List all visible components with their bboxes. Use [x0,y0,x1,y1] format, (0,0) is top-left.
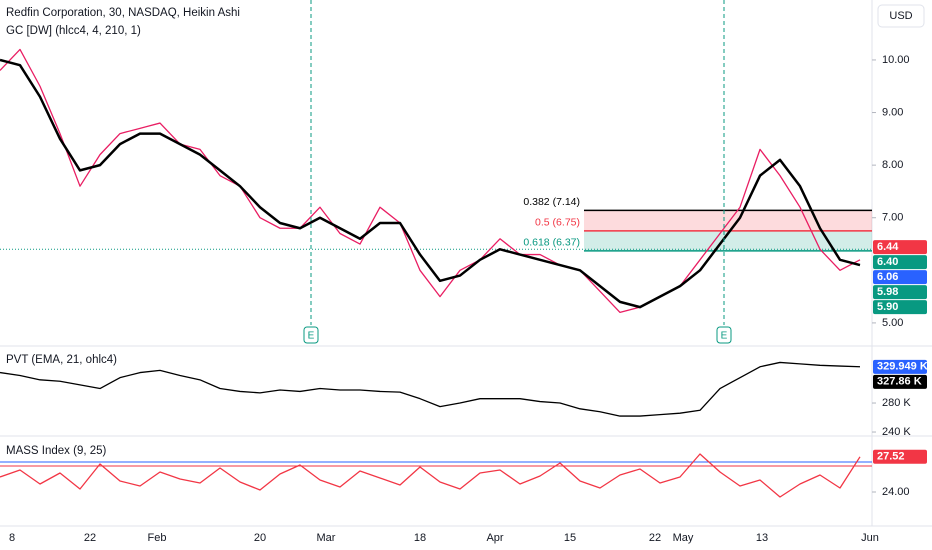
x-tick-label: 18 [414,532,426,544]
series-line [0,58,861,309]
series-line [0,453,861,498]
price-tag-label: 327.86 K [877,376,922,388]
x-tick-label: Mar [317,532,336,544]
y-tick-label: 240 K [882,426,911,438]
y-tick-label: 8.00 [882,159,903,171]
price-tag [873,285,927,300]
x-tick-label: 8 [9,532,15,544]
event-badge [716,326,732,344]
price-tag [873,255,927,270]
price-tag [873,449,927,464]
fib-label: 0.5 (6.75) [535,217,580,229]
x-tick-label: 22 [84,532,96,544]
y-tick-label: 10.00 [882,54,910,66]
pvt-title: PVT (EMA, 21, ohlc4) [6,354,117,366]
currency[interactable]: USD [889,10,912,22]
x-tick-label: Apr [486,532,503,544]
mass-title: MASS Index (9, 25) [6,445,107,457]
indicator-title: GC [DW] (hlcc4, 4, 210, 1) [6,25,141,37]
x-tick-label: 22 [649,532,661,544]
y-tick-label: 7.00 [882,212,903,224]
price-tag [873,374,927,389]
x-tick-label: 15 [564,532,576,544]
price-tag [873,270,927,285]
event-label: E [721,331,728,342]
series-line [0,361,861,417]
series-line [0,48,861,314]
price-tag-label: 27.52 [877,451,905,463]
price-tag-label: 5.90 [877,301,898,313]
y-tick-label: 280 K [882,397,911,409]
price-tag-label: 5.98 [877,286,898,298]
event-label: E [308,331,315,342]
price-tag-label: 6.40 [877,256,898,268]
price-tag [873,240,927,255]
price-tag [873,359,927,374]
price-tag-label: 6.06 [877,271,898,283]
fib-zone [584,210,872,231]
x-tick-label: Jun [861,532,879,544]
price-tag [873,300,927,315]
y-tick-label: 24.00 [882,486,910,498]
y-tick-label: 5.00 [882,317,903,329]
fib-label: 0.382 (7.14) [523,196,580,208]
y-tick-label: 9.00 [882,106,903,118]
event-badge [303,326,319,344]
x-tick-label: 13 [756,532,768,544]
fib-label: 0.618 (6.37) [523,237,580,249]
price-tag-label: 6.44 [877,241,899,253]
x-tick-label: Feb [148,532,167,544]
currency-button[interactable] [877,4,925,28]
fib-zone [584,230,872,251]
chart-title: Redfin Corporation, 30, NASDAQ, Heikin A… [6,7,240,19]
x-tick-label: May [673,532,694,544]
price-tag-label: 329.949 K [877,361,928,373]
x-tick-label: 20 [254,532,266,544]
